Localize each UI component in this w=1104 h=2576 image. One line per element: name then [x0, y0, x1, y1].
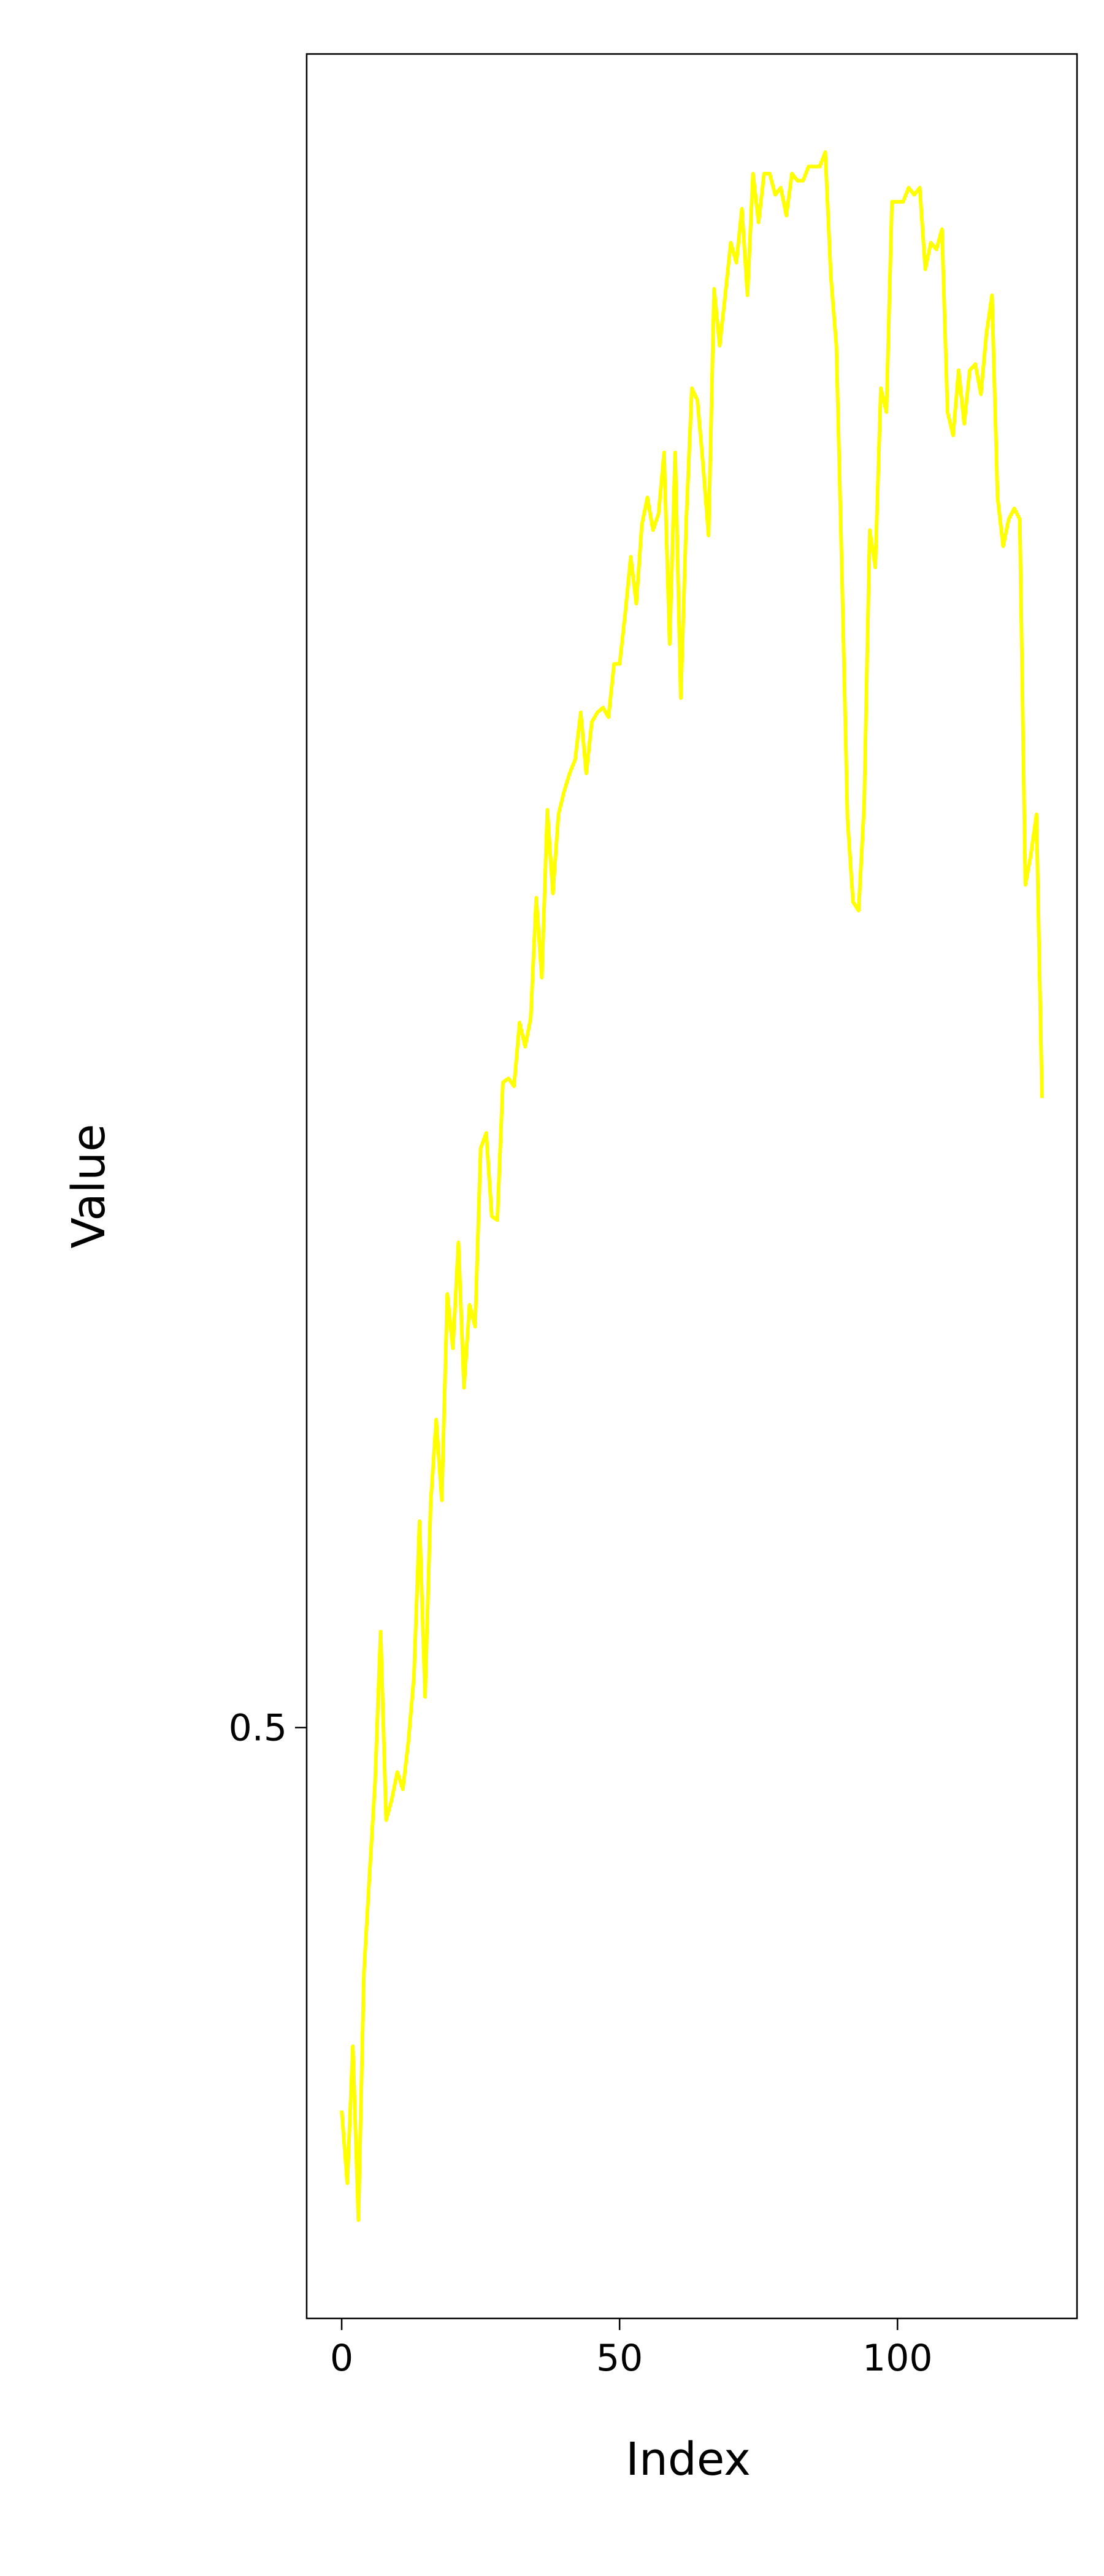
data-line: [340, 150, 1044, 2222]
plot-frame: [305, 53, 1078, 2320]
y-tick-label: 0.5: [229, 1707, 287, 1750]
x-axis-label: Index: [626, 2433, 751, 2486]
x-tick-label: 100: [862, 2337, 933, 2380]
x-tick-label: 0: [330, 2337, 353, 2380]
x-tick-label: 50: [596, 2337, 643, 2380]
y-axis-label: Value: [63, 1124, 115, 1248]
